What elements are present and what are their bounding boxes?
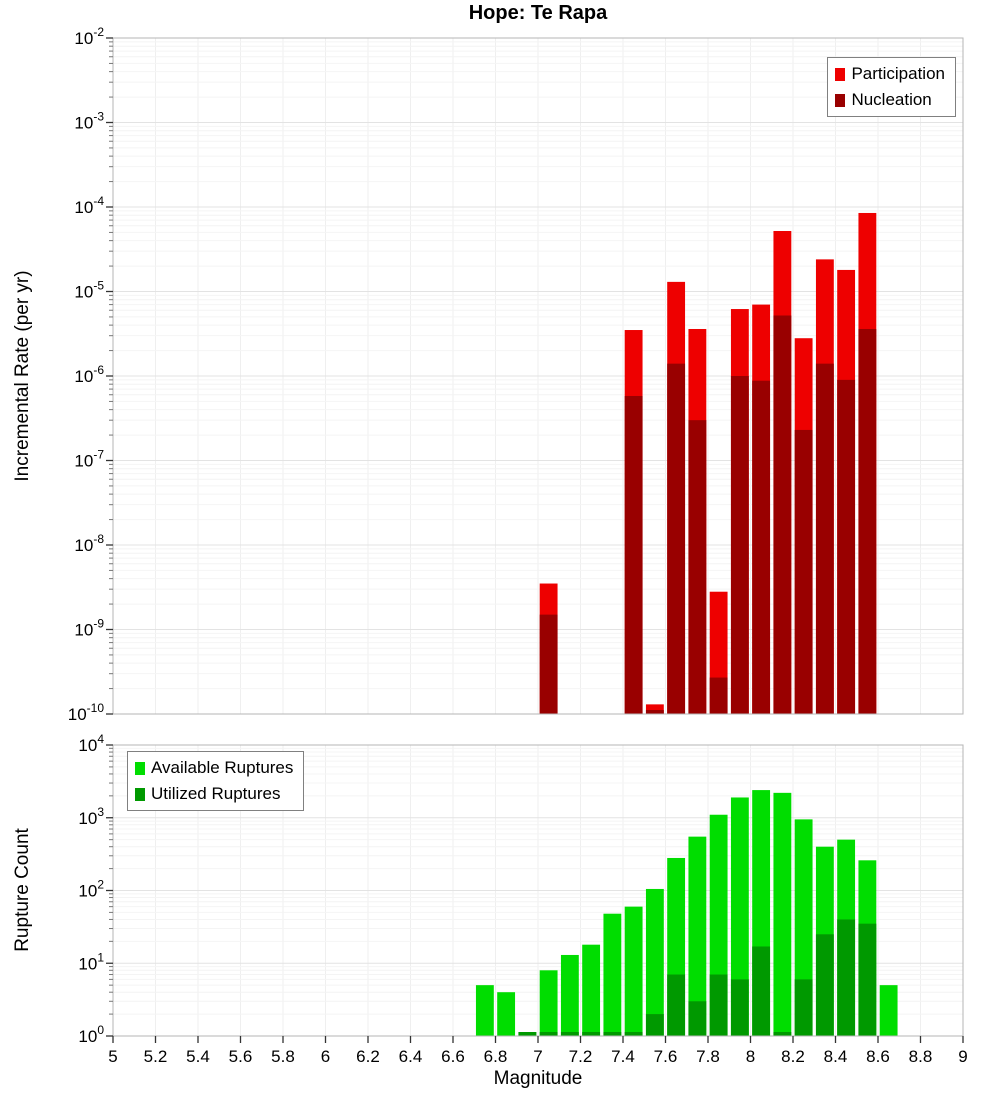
nucleation-legend-label: Nucleation: [851, 90, 932, 109]
svg-text:10-3: 10-3: [74, 110, 104, 133]
svg-text:5.6: 5.6: [229, 1047, 253, 1066]
svg-text:7.8: 7.8: [696, 1047, 720, 1066]
available-ruptures-bar: [688, 836, 707, 1036]
svg-text:5.2: 5.2: [144, 1047, 168, 1066]
available-ruptures-bar: [539, 970, 558, 1036]
utilized-ruptures-bar: [709, 974, 728, 1036]
svg-text:10-6: 10-6: [74, 363, 104, 386]
participation-legend-label: Participation: [851, 64, 945, 83]
nucleation-bar: [858, 328, 877, 714]
nucleation-bar: [837, 379, 856, 714]
utilized-ruptures-bar: [773, 1032, 792, 1036]
svg-text:6.2: 6.2: [356, 1047, 380, 1066]
available-ruptures-bar: [560, 954, 579, 1036]
svg-text:9: 9: [958, 1047, 967, 1066]
legend-item-participation: Participation: [835, 61, 945, 87]
svg-text:102: 102: [78, 878, 104, 901]
available-ruptures-legend-label: Available Ruptures: [151, 758, 294, 777]
rate-axis-label: Incremental Rate (per yr): [12, 270, 33, 482]
nucleation-bar: [815, 363, 834, 714]
svg-text:10-8: 10-8: [74, 532, 104, 555]
nucleation-swatch: [835, 93, 846, 107]
available-ruptures-bar: [879, 985, 898, 1036]
utilized-ruptures-bar: [624, 1032, 643, 1036]
svg-text:10-10: 10-10: [68, 701, 105, 724]
svg-text:7.6: 7.6: [654, 1047, 678, 1066]
svg-text:8: 8: [746, 1047, 755, 1066]
available-ruptures-bar: [603, 913, 622, 1036]
svg-text:8.4: 8.4: [824, 1047, 848, 1066]
utilized-ruptures-bar: [858, 923, 877, 1036]
nucleation-bar: [624, 395, 643, 714]
svg-text:10-5: 10-5: [74, 279, 104, 302]
svg-text:10-2: 10-2: [74, 25, 104, 48]
svg-text:8.2: 8.2: [781, 1047, 805, 1066]
utilized-ruptures-bar: [815, 934, 834, 1036]
utilized-ruptures-bar: [837, 919, 856, 1036]
nucleation-bar: [794, 429, 813, 714]
legend-item-nucleation: Nucleation: [835, 87, 945, 113]
utilized-ruptures-bar: [560, 1032, 579, 1036]
svg-text:6.4: 6.4: [399, 1047, 423, 1066]
available-ruptures-bar: [582, 944, 601, 1036]
nucleation-bar: [752, 380, 771, 714]
utilized-ruptures-bar: [794, 979, 813, 1036]
svg-text:103: 103: [78, 805, 104, 828]
available-ruptures-bar: [624, 906, 643, 1036]
nucleation-bar: [667, 363, 686, 714]
svg-text:101: 101: [78, 950, 104, 973]
utilized-ruptures-swatch: [135, 787, 145, 801]
rate-legend: Participation Nucleation: [827, 57, 956, 117]
available-ruptures-bar: [645, 888, 664, 1036]
utilized-ruptures-bar: [688, 1001, 707, 1036]
utilized-ruptures-bar: [645, 1014, 664, 1036]
utilized-ruptures-bar: [667, 974, 686, 1036]
count-legend: Available Ruptures Utilized Ruptures: [127, 751, 305, 811]
nucleation-bar: [688, 420, 707, 714]
utilized-ruptures-bar: [752, 946, 771, 1036]
participation-swatch: [835, 67, 846, 81]
svg-text:8.6: 8.6: [866, 1047, 890, 1066]
utilized-ruptures-bar: [518, 1032, 537, 1036]
svg-text:6.8: 6.8: [484, 1047, 508, 1066]
available-ruptures-bar: [773, 792, 792, 1036]
svg-text:10-7: 10-7: [74, 448, 104, 471]
participation-bar: [645, 704, 664, 714]
utilized-ruptures-bar: [582, 1032, 601, 1036]
nucleation-bar: [773, 315, 792, 714]
svg-text:104: 104: [78, 732, 104, 755]
utilized-ruptures-bar: [730, 979, 749, 1036]
magnitude-axis-label: Magnitude: [493, 1068, 583, 1089]
available-ruptures-swatch: [135, 761, 145, 775]
count-axis-label: Rupture Count: [12, 828, 33, 952]
legend-item-utilized-ruptures: Utilized Ruptures: [135, 781, 293, 807]
available-ruptures-bar: [730, 797, 749, 1036]
svg-text:5.8: 5.8: [271, 1047, 295, 1066]
svg-text:6: 6: [321, 1047, 330, 1066]
svg-text:7: 7: [533, 1047, 542, 1066]
svg-text:5.4: 5.4: [186, 1047, 210, 1066]
svg-text:100: 100: [78, 1023, 104, 1046]
svg-text:8.8: 8.8: [909, 1047, 933, 1066]
nucleation-bar: [730, 376, 749, 714]
nucleation-bar: [645, 710, 664, 714]
utilized-ruptures-bar: [603, 1032, 622, 1036]
chart-title: Hope: Te Rapa: [468, 2, 608, 24]
available-ruptures-bar: [497, 992, 516, 1036]
nucleation-bar: [539, 614, 558, 714]
svg-text:6.6: 6.6: [441, 1047, 465, 1066]
svg-text:7.2: 7.2: [569, 1047, 593, 1066]
svg-text:5: 5: [108, 1047, 117, 1066]
legend-item-available-ruptures: Available Ruptures: [135, 755, 293, 781]
utilized-ruptures-bar: [539, 1032, 558, 1036]
svg-text:7.4: 7.4: [611, 1047, 635, 1066]
svg-text:10-9: 10-9: [74, 617, 104, 640]
nucleation-bar: [709, 677, 728, 714]
available-ruptures-bar: [475, 985, 494, 1036]
utilized-ruptures-legend-label: Utilized Ruptures: [151, 784, 281, 803]
svg-text:10-4: 10-4: [74, 194, 104, 217]
